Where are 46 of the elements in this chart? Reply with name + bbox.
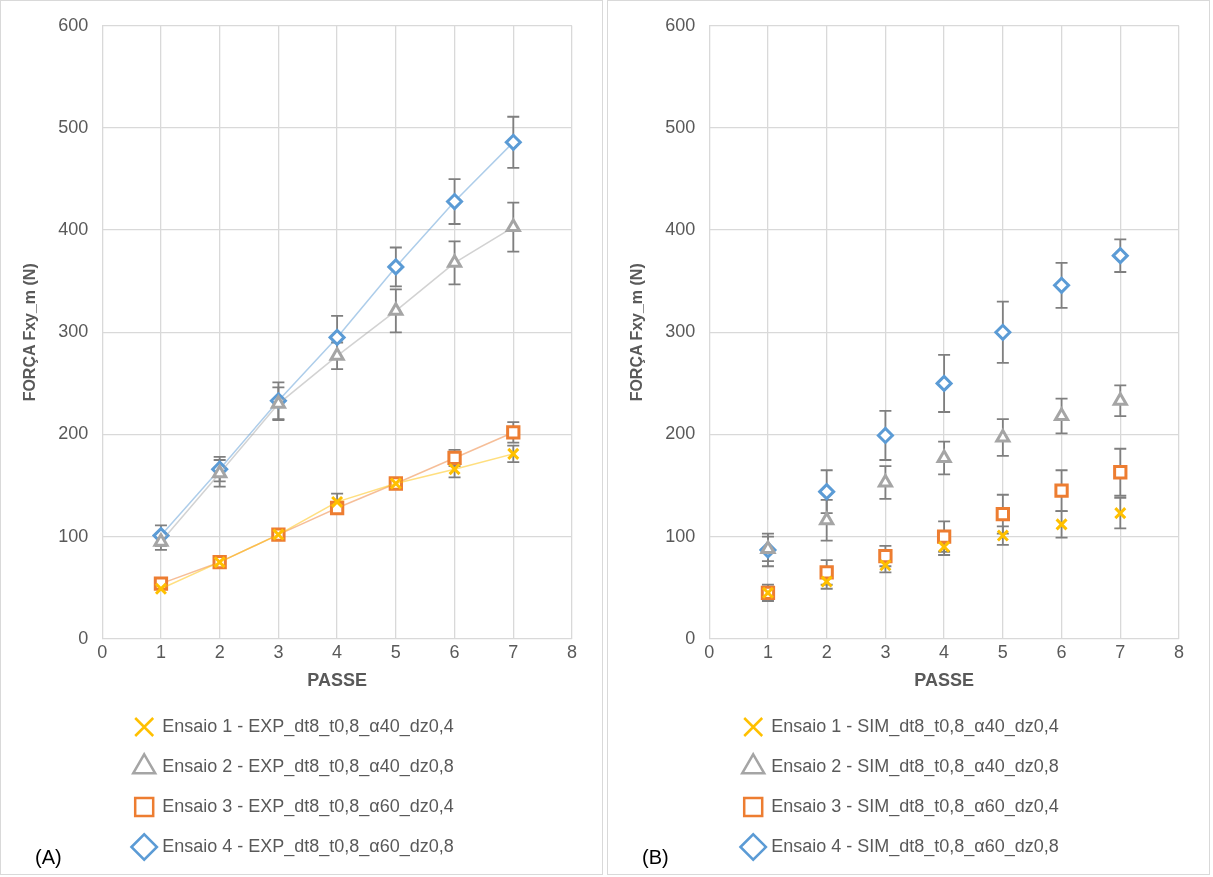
x-tick-label: 8 xyxy=(1173,641,1185,662)
x-tick-label: 4 xyxy=(332,641,343,662)
y-tick-label: 600 xyxy=(665,14,696,35)
y-tick-label: 500 xyxy=(58,116,89,137)
y-tick-label: 0 xyxy=(78,627,89,648)
x-tick-label: 6 xyxy=(449,641,460,662)
y-tick-label: 500 xyxy=(665,116,696,137)
legend-label: Ensaio 2 - EXP_dt8_t0,8_α40_dz0,8 xyxy=(162,755,454,777)
legend-label: Ensaio 4 - SIM_dt8_t0,8_α60_dz0,8 xyxy=(771,835,1059,857)
x-tick-label: 1 xyxy=(762,641,773,662)
y-tick-label: 100 xyxy=(58,525,89,546)
y-axis-title: FORÇA Fxy_m (N) xyxy=(628,263,646,402)
y-tick-label: 100 xyxy=(665,525,696,546)
y-tick-label: 200 xyxy=(58,423,89,444)
x-tick-label: 8 xyxy=(566,641,578,662)
x-axis-title: PASSE xyxy=(307,670,367,691)
y-tick-label: 0 xyxy=(685,627,696,648)
x-tick-label: 1 xyxy=(155,641,166,662)
legend-label: Ensaio 1 - EXP_dt8_t0,8_α40_dz0,4 xyxy=(162,715,454,737)
x-tick-label: 7 xyxy=(1115,641,1126,662)
x-tick-label: 4 xyxy=(939,641,950,662)
legend-label: Ensaio 3 - SIM_dt8_t0,8_α60_dz0,4 xyxy=(771,795,1059,817)
x-tick-label: 6 xyxy=(1056,641,1067,662)
legend-label: Ensaio 4 - EXP_dt8_t0,8_α60_dz0,8 xyxy=(162,835,454,857)
legend-label: Ensaio 3 - EXP_dt8_t0,8_α60_dz0,4 xyxy=(162,795,454,817)
text: (B) xyxy=(642,845,669,868)
x-tick-label: 5 xyxy=(997,641,1008,662)
y-axis-title: FORÇA Fxy_m (N) xyxy=(21,263,39,402)
x-tick-label: 3 xyxy=(880,641,891,662)
x-tick-label: 3 xyxy=(273,641,284,662)
y-tick-label: 600 xyxy=(58,14,89,35)
legend-label: Ensaio 2 - SIM_dt8_t0,8_α40_dz0,8 xyxy=(771,755,1059,777)
x-tick-label: 2 xyxy=(821,641,832,662)
x-axis-title: PASSE xyxy=(914,670,974,691)
y-tick-label: 400 xyxy=(665,219,696,240)
x-tick-label: 7 xyxy=(508,641,519,662)
y-tick-label: 200 xyxy=(665,423,696,444)
y-tick-label: 300 xyxy=(58,321,89,342)
x-tick-label: 2 xyxy=(214,641,225,662)
x-tick-label: 0 xyxy=(97,641,108,662)
legend-label: Ensaio 1 - SIM_dt8_t0,8_α40_dz0,4 xyxy=(771,715,1059,737)
x-tick-label: 0 xyxy=(704,641,715,662)
y-tick-label: 300 xyxy=(665,321,696,342)
y-tick-label: 400 xyxy=(58,219,89,240)
text: (A) xyxy=(35,845,62,868)
x-tick-label: 5 xyxy=(390,641,401,662)
